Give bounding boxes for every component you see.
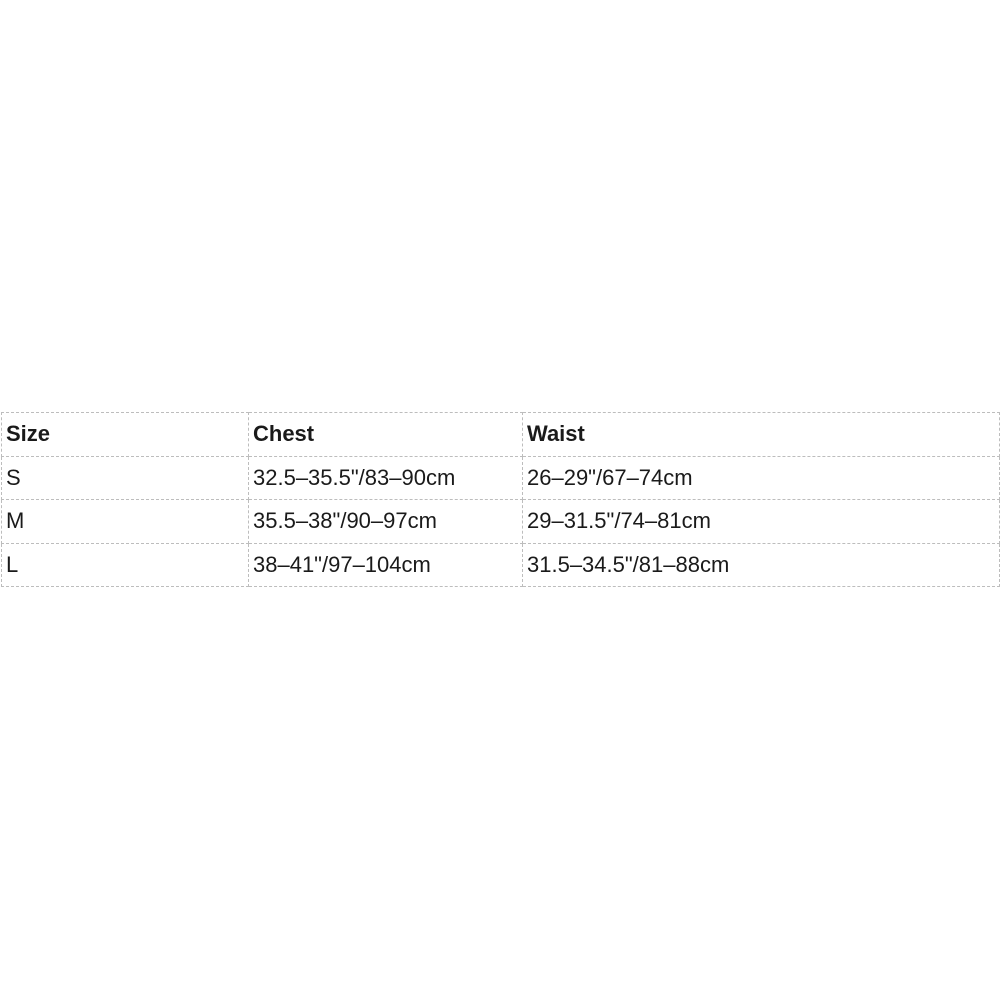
cell-waist: 31.5–34.5"/81–88cm <box>522 542 1000 587</box>
cell-chest: 32.5–35.5"/83–90cm <box>248 455 523 500</box>
header-waist: Waist <box>522 412 1000 457</box>
header-size: Size <box>1 412 249 457</box>
cell-size: M <box>1 499 249 544</box>
table-row: S 32.5–35.5"/83–90cm 26–29"/67–74cm <box>1 455 1000 500</box>
table-row: M 35.5–38"/90–97cm 29–31.5"/74–81cm <box>1 499 1000 544</box>
header-chest: Chest <box>248 412 523 457</box>
cell-chest: 38–41"/97–104cm <box>248 542 523 587</box>
cell-size: L <box>1 542 249 587</box>
header-row: Size Chest Waist <box>1 412 1000 457</box>
cell-size: S <box>1 455 249 500</box>
cell-waist: 26–29"/67–74cm <box>522 455 1000 500</box>
cell-chest: 35.5–38"/90–97cm <box>248 499 523 544</box>
size-chart-table: Size Chest Waist S 32.5–35.5"/83–90cm 26… <box>1 412 1000 587</box>
table-row: L 38–41"/97–104cm 31.5–34.5"/81–88cm <box>1 542 1000 587</box>
cell-waist: 29–31.5"/74–81cm <box>522 499 1000 544</box>
